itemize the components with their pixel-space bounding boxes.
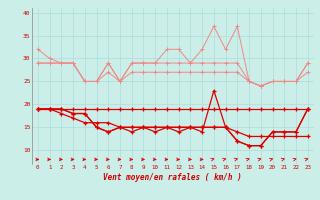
X-axis label: Vent moyen/en rafales ( km/h ): Vent moyen/en rafales ( km/h ) — [103, 173, 242, 182]
